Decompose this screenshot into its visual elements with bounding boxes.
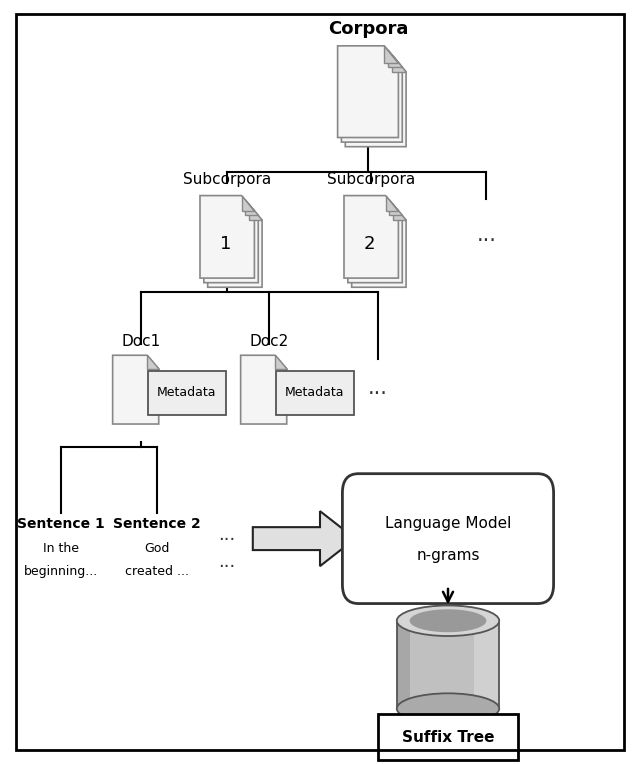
Text: ...: ... (219, 526, 236, 544)
FancyBboxPatch shape (148, 371, 226, 415)
Bar (474, 620, 499, 709)
Polygon shape (204, 200, 259, 283)
Polygon shape (393, 205, 406, 220)
FancyBboxPatch shape (378, 714, 518, 760)
Polygon shape (384, 46, 398, 63)
Polygon shape (389, 200, 402, 215)
Text: Language Model: Language Model (385, 516, 511, 531)
Polygon shape (275, 355, 287, 369)
Ellipse shape (397, 694, 499, 724)
Polygon shape (338, 46, 398, 138)
Text: beginning...: beginning... (24, 565, 98, 578)
Polygon shape (241, 355, 287, 424)
Polygon shape (147, 355, 159, 369)
FancyBboxPatch shape (342, 474, 554, 604)
Text: Corpora: Corpora (328, 20, 408, 38)
Text: n-grams: n-grams (416, 548, 480, 563)
Text: Doc2: Doc2 (249, 334, 289, 349)
Text: Subcorpora: Subcorpora (183, 172, 271, 187)
FancyBboxPatch shape (276, 371, 354, 415)
Polygon shape (241, 196, 254, 211)
Text: Sentence 1: Sentence 1 (17, 517, 105, 531)
Bar (397, 620, 410, 709)
Polygon shape (207, 205, 262, 287)
Polygon shape (346, 55, 406, 147)
Text: 2: 2 (364, 235, 375, 254)
Text: Suffix Tree: Suffix Tree (402, 730, 494, 745)
Text: ...: ... (476, 225, 497, 245)
Text: In the: In the (43, 542, 79, 555)
Text: created ...: created ... (125, 565, 189, 578)
Text: God: God (144, 542, 170, 555)
Polygon shape (352, 205, 406, 287)
Text: Metadata: Metadata (157, 386, 216, 400)
Polygon shape (392, 55, 406, 72)
Text: Doc1: Doc1 (121, 334, 161, 349)
Text: Subcorpora: Subcorpora (327, 172, 415, 187)
Ellipse shape (410, 609, 486, 633)
Ellipse shape (397, 605, 499, 636)
Polygon shape (249, 205, 262, 220)
Text: ...: ... (219, 552, 236, 571)
Text: ...: ... (367, 378, 388, 398)
Bar (397, 620, 499, 709)
Polygon shape (245, 200, 259, 215)
Polygon shape (200, 196, 254, 278)
Polygon shape (253, 511, 355, 566)
Text: 1: 1 (220, 235, 231, 254)
Polygon shape (348, 200, 402, 283)
Text: Sentence 2: Sentence 2 (113, 517, 201, 531)
Polygon shape (342, 50, 402, 142)
Polygon shape (388, 50, 402, 67)
Polygon shape (344, 196, 398, 278)
Text: Metadata: Metadata (285, 386, 344, 400)
Polygon shape (385, 196, 398, 211)
Polygon shape (113, 355, 159, 424)
